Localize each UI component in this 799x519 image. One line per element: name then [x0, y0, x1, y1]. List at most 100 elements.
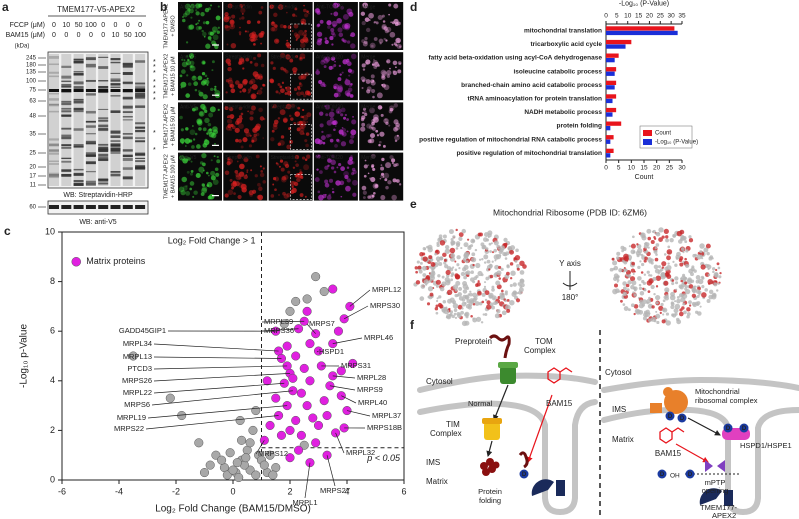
residue [648, 318, 652, 323]
cell-signal [341, 126, 344, 129]
residue [628, 245, 631, 248]
cell-signal [260, 87, 263, 90]
point-label: MRPL19 [117, 413, 146, 422]
cell-signal [257, 20, 261, 24]
x2-tick-label: 15 [635, 13, 643, 20]
cell-signal [270, 61, 274, 65]
apex2 [724, 490, 733, 506]
zoom-box [290, 73, 312, 100]
point-label: MRPL28 [357, 373, 386, 382]
cell-signal [377, 14, 383, 21]
cell-signal [238, 123, 244, 129]
cell-signal [301, 156, 306, 160]
residue [685, 264, 689, 268]
residue [655, 313, 661, 319]
column-label: Merge [361, 105, 375, 111]
cell-signal [245, 57, 250, 62]
data-point [259, 435, 269, 445]
residue [687, 277, 692, 283]
cell-signal [195, 11, 200, 16]
category-label: fatty acid beta-oxidation using acyl-CoA… [429, 55, 603, 62]
cell-signal [388, 3, 392, 7]
cell-signal [340, 166, 345, 172]
blot-band [61, 65, 72, 68]
cell-signal [393, 3, 399, 9]
residue [483, 254, 489, 260]
asterisk: * [153, 91, 156, 98]
cell-signal [202, 127, 207, 132]
residue [477, 290, 482, 296]
residue [666, 249, 673, 255]
data-point [232, 458, 242, 468]
biotin-label: D [680, 416, 685, 422]
cell-signal [190, 16, 193, 19]
residue [671, 281, 675, 286]
residue [490, 242, 493, 245]
x2-tick-label: 35 [678, 13, 686, 20]
leader-line [346, 410, 371, 417]
cell-signal [362, 79, 365, 83]
cell-signal [304, 158, 308, 161]
schematic-label: Preprotein [455, 337, 492, 346]
blot-band [61, 75, 72, 79]
cell-signal [201, 187, 208, 194]
cell-signal [249, 32, 255, 39]
cell-signal [288, 86, 291, 89]
residue [439, 240, 446, 246]
lane-smear [135, 54, 146, 186]
residue [650, 261, 654, 265]
cell-signal [201, 71, 206, 76]
cell-signal [328, 65, 333, 70]
residue [414, 266, 418, 270]
blot-lane [122, 54, 133, 186]
point-label: MRPL39 [264, 317, 293, 326]
residue [698, 293, 701, 296]
cell-signal [230, 88, 236, 94]
cell-signal [346, 166, 350, 170]
cell-signal [228, 106, 234, 112]
cell-signal [308, 12, 310, 15]
cell-signal [271, 129, 275, 133]
blot-band [110, 83, 121, 86]
cell-signal [250, 105, 256, 111]
blot-band [98, 178, 109, 181]
residue [509, 262, 514, 266]
cell-signal [252, 189, 257, 194]
residue [699, 250, 703, 254]
cell-signal [187, 82, 192, 86]
cell-signal [235, 174, 242, 181]
cell-signal [198, 26, 202, 30]
cell-signal [293, 32, 299, 37]
cell-signal [364, 61, 369, 66]
cell-signal [319, 111, 324, 116]
cell-signal [242, 67, 245, 70]
data-point [319, 396, 329, 406]
cell-signal [363, 164, 368, 169]
cell-signal [295, 111, 298, 114]
blot-band [61, 89, 72, 92]
cell-signal [249, 61, 253, 64]
blot-band [122, 116, 133, 118]
residue [435, 249, 439, 253]
bar [606, 126, 611, 131]
cell-signal [197, 90, 201, 93]
lane-smear [73, 54, 84, 186]
cell-signal [324, 39, 329, 45]
cell-signal [235, 172, 240, 178]
blot-band [110, 89, 121, 92]
blot-band [122, 96, 133, 100]
residue [498, 254, 502, 257]
cell-signal [287, 25, 292, 30]
residue [445, 280, 451, 286]
cell-signal [327, 25, 331, 29]
cell-signal [224, 25, 231, 32]
residue [450, 238, 454, 242]
cell-signal [316, 168, 319, 171]
cell-signal [340, 5, 344, 10]
data-point [251, 406, 261, 416]
residue [419, 261, 423, 265]
cell-signal [346, 130, 349, 133]
cell-signal [345, 78, 348, 81]
residue [481, 258, 484, 261]
blot-band [110, 72, 121, 74]
